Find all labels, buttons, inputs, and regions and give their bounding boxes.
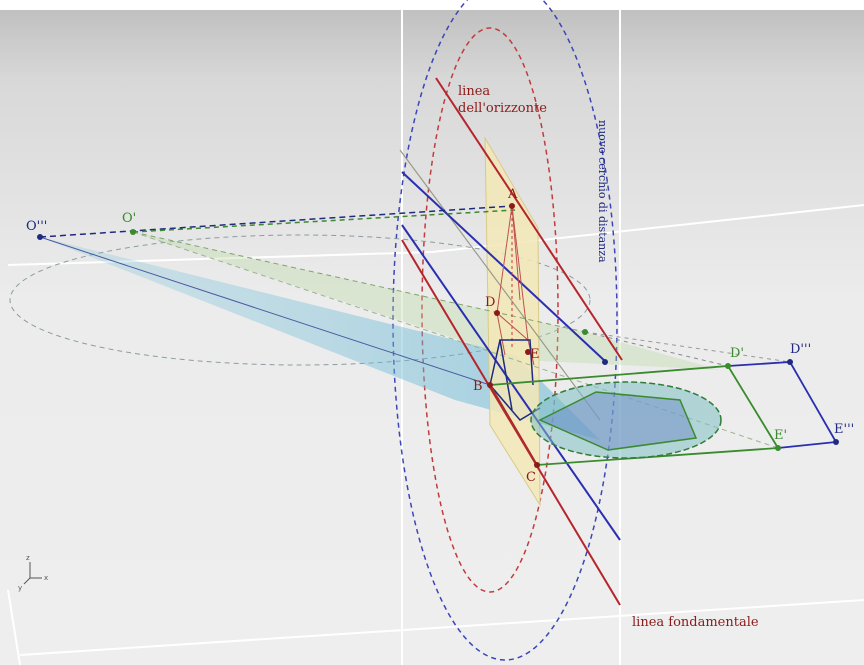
visual-cone-blue [40, 237, 600, 440]
point-label-D3: D''' [790, 342, 811, 357]
axis-gizmo-icon[interactable] [23, 562, 42, 585]
point-label-O1: O' [122, 211, 136, 226]
point-label-A: A [507, 187, 518, 202]
point-label-E1: E' [774, 428, 787, 443]
distance-ellipse-blue [392, 0, 618, 661]
axis-gizmo-z: z [26, 554, 30, 562]
distance-circle-label: nuovo cerchio di distanza [596, 120, 609, 263]
visual-cone-green [133, 232, 720, 370]
axis-gizmo-y: y [18, 584, 22, 592]
vertex-points [37, 203, 839, 468]
horizon-line-label-2: dell'orizzonte [458, 101, 547, 116]
point-label-O3: O''' [26, 219, 47, 234]
point-label-E3: E''' [834, 422, 854, 437]
point-label-D: D [485, 295, 495, 310]
point-label-C: C [526, 470, 536, 485]
point-label-D1: D' [730, 346, 744, 361]
axis-gizmo-x: x [44, 574, 48, 582]
ground-line-label: linea fondamentale [632, 615, 759, 630]
base-pentagon [538, 391, 698, 451]
top-band [0, 0, 864, 10]
horizon-line-label-1: linea [458, 84, 490, 99]
distance-ellipse-red [421, 27, 559, 593]
point-label-E: E [530, 347, 540, 362]
point-label-B: B [473, 379, 483, 394]
ground-plane-blue [727, 361, 837, 449]
base-ellipse-grey [9, 234, 591, 366]
